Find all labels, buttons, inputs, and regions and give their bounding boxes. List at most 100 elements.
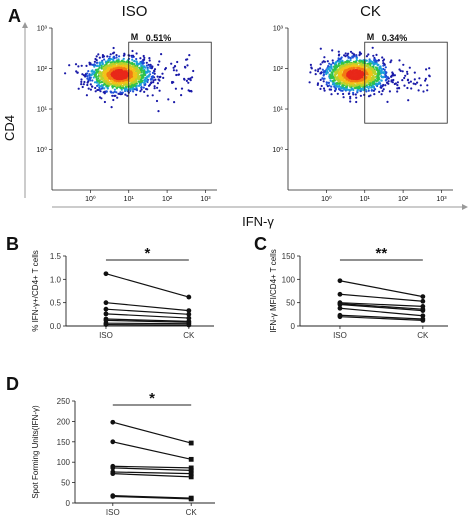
event-dot xyxy=(397,86,401,89)
series-line xyxy=(112,441,192,460)
ck-point xyxy=(188,456,194,462)
x-tick-label: 10⁰ xyxy=(85,195,96,203)
event-dot xyxy=(406,78,410,81)
gate-label: M xyxy=(131,32,139,42)
event-dot xyxy=(344,60,347,64)
event-dot xyxy=(94,90,97,93)
event-dot xyxy=(107,61,110,64)
event-dot xyxy=(358,54,361,57)
event-dot xyxy=(137,80,140,83)
event-dot xyxy=(112,98,115,102)
iso-point xyxy=(337,278,343,284)
event-dot xyxy=(328,84,331,87)
event-dot xyxy=(335,60,338,64)
event-dot xyxy=(156,82,159,85)
event-dot xyxy=(100,67,103,70)
event-dot xyxy=(153,72,156,75)
x-tick-label: CK xyxy=(186,508,198,517)
event-dot xyxy=(347,56,350,59)
event-dot xyxy=(319,47,322,50)
event-dot xyxy=(64,72,67,75)
event-dot xyxy=(406,86,409,90)
event-dot xyxy=(422,90,425,93)
y-tick-label: 0 xyxy=(291,322,296,331)
event-dot xyxy=(124,93,127,96)
y-tick-label: 0.0 xyxy=(50,322,62,331)
event-dot xyxy=(185,58,188,61)
event-dot xyxy=(96,64,99,67)
event-dot xyxy=(77,65,80,68)
event-dot xyxy=(320,71,323,74)
event-dot xyxy=(352,91,355,94)
event-dot xyxy=(378,81,381,84)
event-dot xyxy=(351,52,354,55)
event-dot xyxy=(321,68,324,71)
event-dot xyxy=(152,79,155,82)
y-tick-label: 0 xyxy=(66,499,71,508)
event-dot xyxy=(336,92,339,95)
event-dot xyxy=(384,79,387,82)
panel-letter-d: D xyxy=(6,374,19,394)
y-axis-arrow-head xyxy=(22,22,28,28)
y-tick-label: 10³ xyxy=(273,26,284,33)
x-tick-label: 10¹ xyxy=(360,196,371,203)
event-dot xyxy=(376,64,379,67)
event-dot xyxy=(334,68,337,71)
event-dot xyxy=(106,86,109,89)
event-dot xyxy=(329,69,332,72)
iso-point xyxy=(103,322,109,327)
event-dot xyxy=(106,55,109,58)
y-tick-label: 100 xyxy=(282,275,296,284)
event-dot xyxy=(135,52,138,55)
event-dot xyxy=(355,57,358,60)
event-dot xyxy=(428,74,431,77)
paired-series xyxy=(337,302,426,313)
event-dot xyxy=(426,84,429,87)
y-tick-label: 10¹ xyxy=(273,107,284,114)
ck-point xyxy=(186,294,192,300)
x-tick-label: 10² xyxy=(162,196,173,203)
event-dot xyxy=(152,81,155,84)
gate-rectangle xyxy=(128,41,212,124)
event-dot xyxy=(337,50,340,53)
event-dot xyxy=(409,80,412,83)
event-dot xyxy=(331,71,334,74)
event-dot xyxy=(396,81,399,84)
y-axis-label: % IFN-γ+/CD4+ T cells xyxy=(31,250,40,332)
ck-point xyxy=(188,467,194,473)
event-dot xyxy=(367,87,370,90)
event-dot xyxy=(348,92,351,95)
event-dot xyxy=(87,70,90,73)
event-dot xyxy=(425,68,428,71)
event-dot xyxy=(150,81,153,84)
event-dot xyxy=(323,56,326,59)
event-dot xyxy=(344,52,347,55)
event-dot xyxy=(316,82,320,85)
event-dot xyxy=(85,94,88,97)
event-dot xyxy=(89,83,92,86)
event-dot xyxy=(316,70,320,73)
event-dot xyxy=(144,76,147,80)
event-dot xyxy=(89,63,92,66)
event-dot xyxy=(188,54,191,57)
event-dot xyxy=(180,94,183,97)
y-axis-label: IFN-γ MFI/CD4+ T cells xyxy=(269,249,278,333)
event-dot xyxy=(428,67,431,70)
series-line xyxy=(105,302,189,312)
event-dot xyxy=(323,89,326,92)
event-dot xyxy=(115,56,118,59)
paired-series xyxy=(337,278,426,299)
event-dot xyxy=(118,73,121,76)
event-dot xyxy=(406,70,409,73)
event-dot xyxy=(407,99,410,102)
event-dot xyxy=(342,92,345,96)
event-dot xyxy=(91,69,94,72)
event-dot xyxy=(119,91,122,94)
iso-point xyxy=(110,465,116,471)
event-dot xyxy=(381,89,384,93)
event-dot xyxy=(96,84,99,87)
ck-point xyxy=(420,298,426,304)
event-dot xyxy=(146,94,149,97)
event-dot xyxy=(97,77,100,80)
iso-point xyxy=(103,300,109,306)
